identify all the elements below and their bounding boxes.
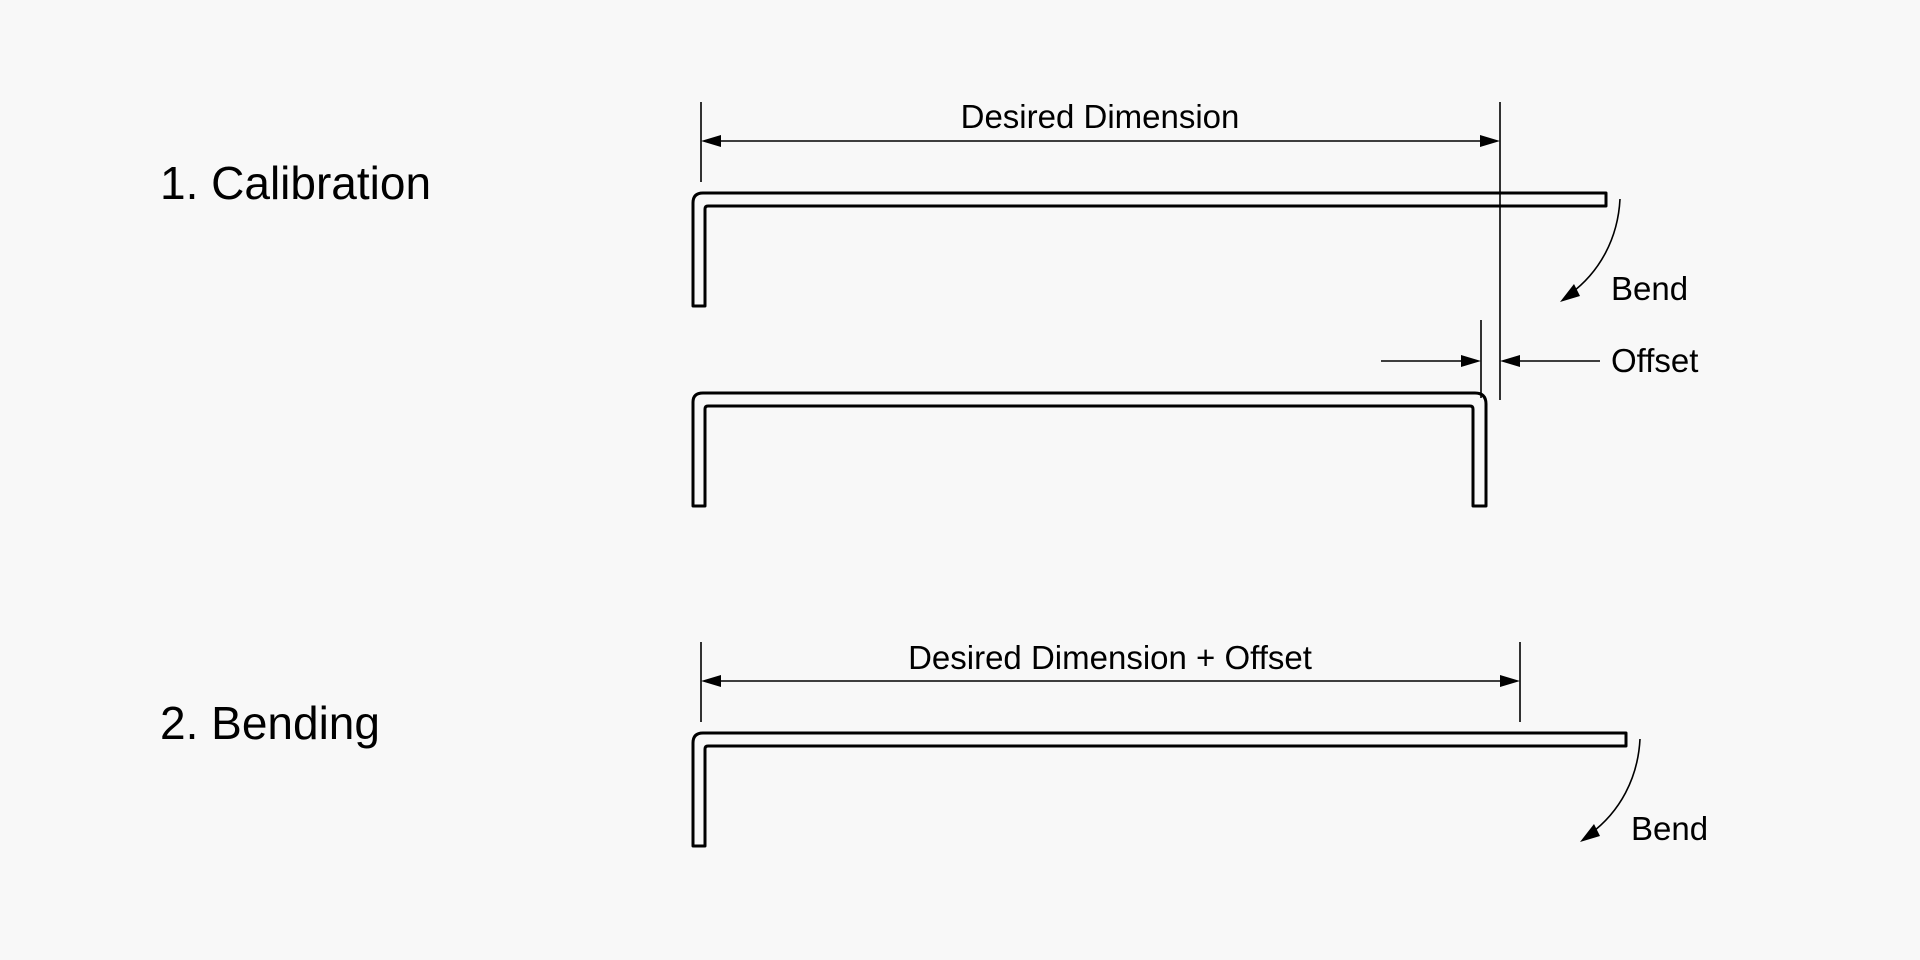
offset-annotation: Offset	[1381, 182, 1698, 400]
bending-title: 2. Bending	[160, 697, 380, 749]
calibration-bend-label: Bend	[1611, 270, 1688, 307]
calibration-section: 1. Calibration Desired Dimension Bend	[160, 98, 1698, 508]
calibration-workpiece-u-shape	[691, 391, 1488, 508]
bend-arrow-curve	[1589, 738, 1641, 835]
bend-arrow-head	[1580, 824, 1600, 842]
calibration-title: 1. Calibration	[160, 157, 431, 209]
bending-section: 2. Bending Desired Dimension + Offset Be…	[160, 639, 1708, 848]
dimension-arrow-left	[701, 135, 721, 147]
bend-arrow-head	[1560, 284, 1580, 302]
adjusted-dimension-label: Desired Dimension + Offset	[908, 639, 1312, 676]
adjusted-arrow-right	[1500, 675, 1520, 687]
offset-arrow-left	[1500, 355, 1520, 367]
adjusted-dimension-annotation: Desired Dimension + Offset	[700, 639, 1521, 722]
adjusted-arrow-left	[701, 675, 721, 687]
offset-arrow-right	[1461, 355, 1481, 367]
dimension-arrow-right	[1480, 135, 1500, 147]
desired-dimension-annotation: Desired Dimension	[700, 98, 1501, 182]
bending-bend-label: Bend	[1631, 810, 1708, 847]
calibration-workpiece-l-shape	[691, 191, 1608, 308]
calibration-bend-annotation: Bend	[1560, 198, 1688, 307]
bending-workpiece-l-shape	[691, 731, 1628, 848]
bend-arrow-curve	[1569, 198, 1621, 295]
bending-bend-annotation: Bend	[1580, 738, 1708, 847]
desired-dimension-label: Desired Dimension	[961, 98, 1240, 135]
offset-label: Offset	[1611, 342, 1698, 379]
